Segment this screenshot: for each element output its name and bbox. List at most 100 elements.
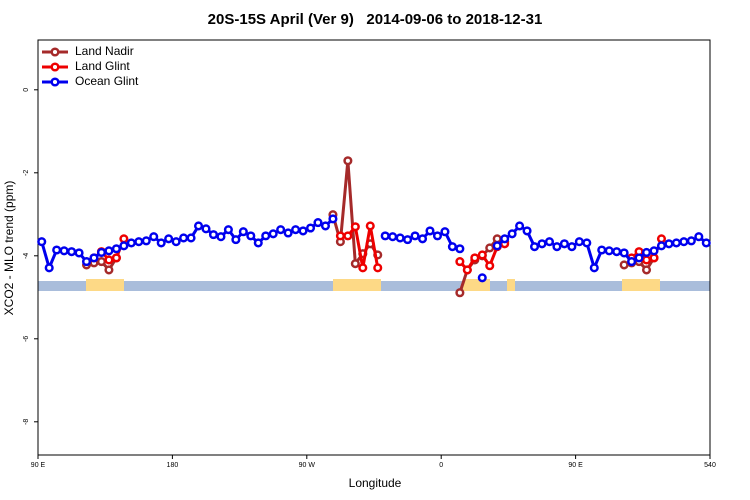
data-point	[104, 246, 114, 256]
data-point	[313, 218, 323, 228]
legend-marker	[50, 77, 60, 87]
data-point	[627, 257, 637, 267]
data-point	[96, 247, 107, 258]
data-point	[149, 232, 159, 242]
data-point	[462, 265, 472, 275]
data-point	[119, 241, 129, 251]
data-point	[81, 257, 92, 267]
data-point	[485, 243, 495, 253]
data-point	[96, 257, 107, 267]
data-point	[164, 234, 174, 244]
data-point	[74, 248, 84, 258]
data-point	[403, 235, 413, 245]
data-point	[343, 231, 353, 241]
data-point	[134, 237, 144, 247]
data-point	[559, 239, 569, 249]
data-point	[582, 238, 592, 248]
data-point	[343, 156, 353, 166]
data-point	[104, 255, 114, 265]
land-patch	[507, 279, 515, 291]
data-point	[156, 238, 166, 248]
data-point	[641, 265, 652, 275]
data-point	[485, 261, 495, 271]
data-point	[574, 237, 584, 247]
data-point	[171, 237, 181, 247]
data-point	[179, 233, 189, 243]
x-tick-label: 180	[167, 462, 179, 469]
data-point	[208, 230, 219, 240]
data-point	[529, 242, 540, 252]
data-point	[350, 259, 360, 269]
data-point	[649, 246, 659, 256]
data-point	[268, 229, 278, 239]
y-tick-label: -4	[23, 253, 30, 259]
data-point	[276, 225, 286, 235]
data-point	[500, 234, 510, 244]
x-tick-label: 90 E	[31, 462, 46, 469]
data-point	[664, 239, 674, 249]
data-point	[537, 239, 547, 249]
data-point	[567, 242, 577, 252]
legend-label: Land Nadir	[75, 44, 134, 58]
data-point	[455, 257, 465, 267]
data-point	[193, 221, 204, 231]
data-point	[507, 229, 517, 239]
data-point	[283, 228, 293, 238]
data-point	[231, 235, 241, 245]
data-point	[656, 241, 667, 251]
data-point	[216, 232, 226, 242]
data-point	[641, 255, 652, 265]
land-patch	[86, 279, 124, 291]
land-patch	[622, 279, 660, 291]
data-point	[440, 227, 450, 237]
y-tick-label: 0	[23, 88, 30, 92]
data-point	[612, 247, 622, 257]
land-patch	[333, 279, 381, 291]
y-tick-label: -2	[23, 170, 30, 176]
data-point	[59, 246, 69, 256]
chart-title: 20S-15S April (Ver 9) 2014-09-06 to 2018…	[208, 11, 543, 28]
data-point	[67, 247, 77, 257]
data-point	[350, 222, 360, 232]
data-point	[634, 253, 644, 263]
data-point	[641, 247, 652, 258]
data-point	[492, 241, 502, 251]
data-point	[373, 263, 383, 273]
data-point	[291, 225, 301, 235]
data-point	[320, 221, 331, 231]
land-patch	[463, 279, 490, 291]
data-point	[253, 238, 263, 248]
data-point	[298, 226, 308, 236]
data-point	[649, 253, 659, 263]
data-point	[477, 273, 487, 283]
data-point	[365, 221, 375, 231]
data-point	[126, 238, 136, 248]
data-point	[104, 265, 114, 275]
data-point	[410, 231, 420, 241]
data-point	[186, 233, 196, 243]
data-point	[119, 234, 129, 244]
data-point	[358, 263, 368, 273]
data-point	[238, 227, 248, 237]
data-point	[604, 246, 614, 256]
data-point	[305, 223, 316, 233]
data-point	[522, 226, 532, 236]
data-point	[544, 237, 555, 247]
data-point	[380, 231, 390, 241]
data-point	[447, 242, 457, 252]
y-axis-label: XCO2 - MLO trend (ppm)	[2, 181, 16, 316]
data-point	[223, 225, 233, 235]
legend-marker	[50, 47, 60, 57]
data-point	[89, 253, 99, 263]
data-point	[515, 221, 525, 231]
y-tick-label: -6	[23, 336, 30, 342]
land-mask	[38, 279, 710, 291]
data-point	[335, 231, 345, 241]
x-tick-label: 90 W	[299, 462, 316, 469]
data-point	[701, 238, 711, 248]
data-point	[686, 236, 696, 246]
data-point	[597, 245, 607, 255]
data-point	[619, 248, 629, 258]
